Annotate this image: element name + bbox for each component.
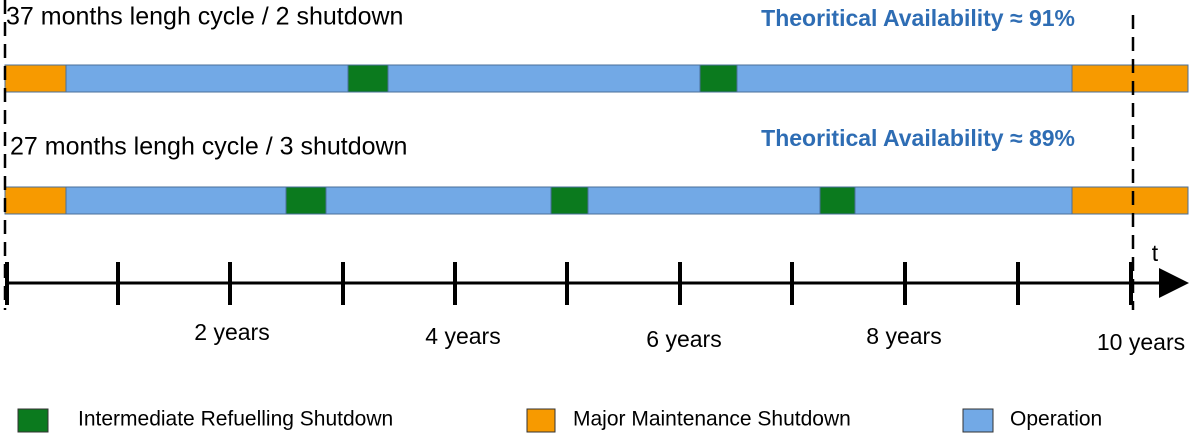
axis-ticks (5, 262, 1133, 305)
axis-label: 2 years (194, 319, 269, 345)
legend-swatch (526, 408, 556, 433)
row-title: 27 months lengh cycle / 3 shutdown (10, 133, 407, 161)
axis-label: 6 years (646, 326, 721, 352)
legend-swatch (962, 408, 994, 433)
axis-label: 4 years (425, 323, 500, 349)
legend-label: Operation (1010, 408, 1102, 431)
axis-label: 8 years (866, 323, 941, 349)
axis-label: 10 years (1097, 329, 1185, 355)
legend-swatch (17, 408, 49, 433)
legend-label: Major Maintenance Shutdown (573, 408, 851, 431)
axis-variable: t (1152, 240, 1159, 266)
row-title: 37 months lengh cycle / 2 shutdown (6, 3, 403, 31)
timeline-bar (4, 186, 1189, 215)
legend-label: Intermediate Refuelling Shutdown (78, 408, 393, 431)
availability: Theoritical Availability ≈ 91% (761, 5, 1075, 31)
availability: Theoritical Availability ≈ 89% (761, 125, 1075, 151)
timeline-bar (4, 64, 1189, 93)
